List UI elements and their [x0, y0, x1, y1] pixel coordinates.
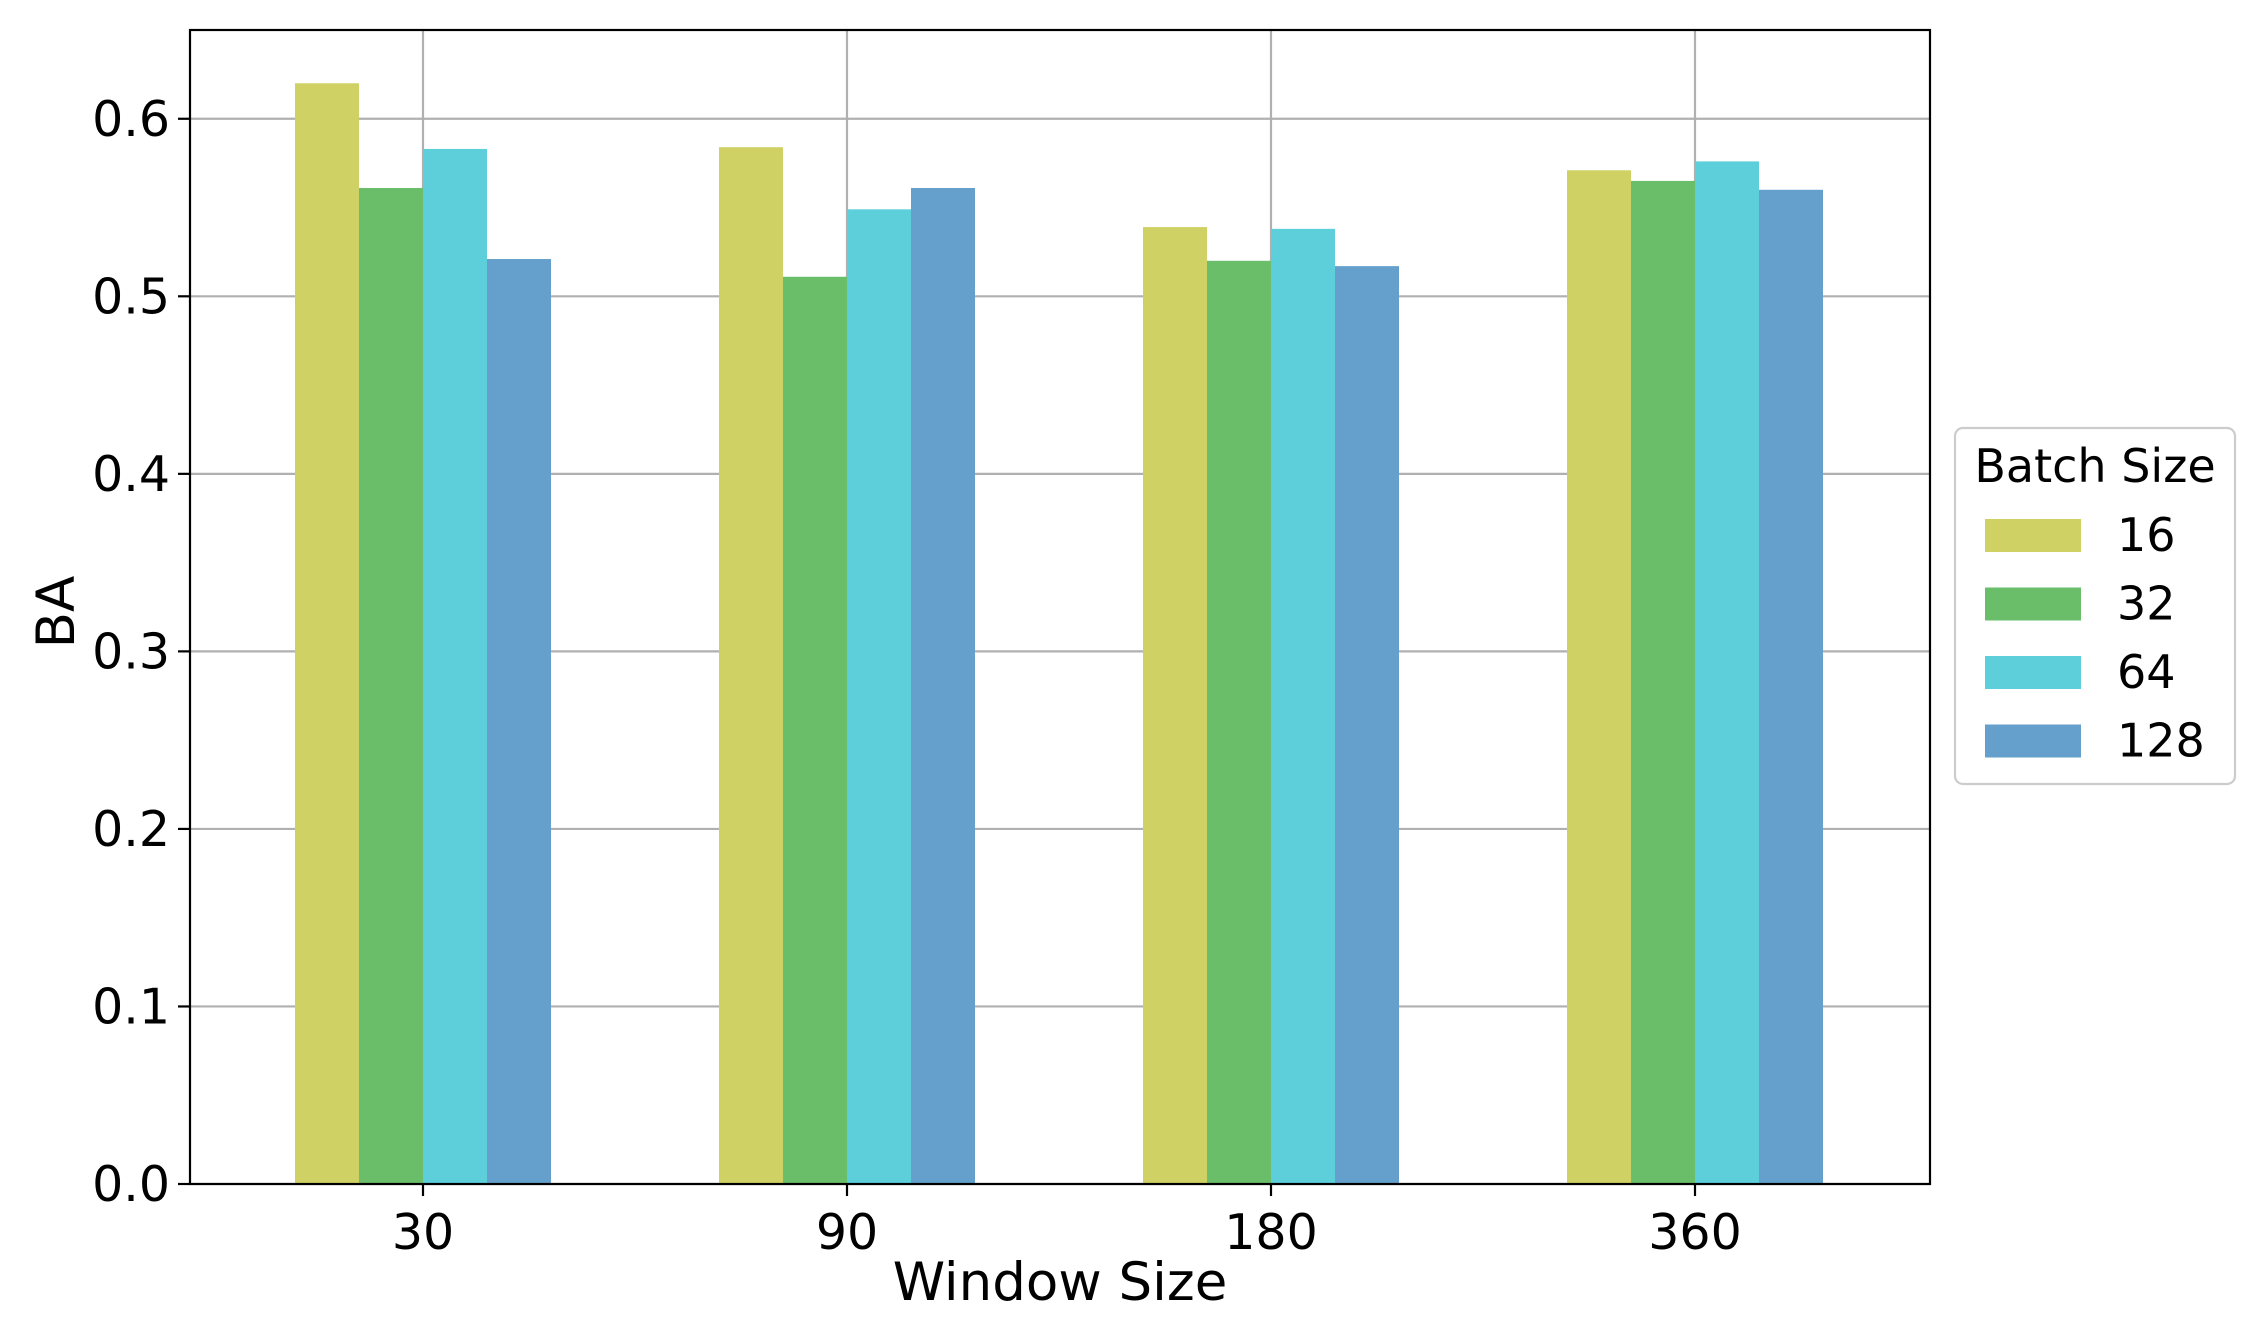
legend-entries: 16 32 64 128: [1985, 508, 2205, 768]
x-tick-label: 180: [1224, 1204, 1318, 1261]
y-tick-label: 0.6: [92, 91, 170, 148]
y-tick-label: 0.4: [92, 446, 170, 503]
legend-box: [1953, 426, 2237, 786]
legend: Batch Size 16 32 64 128: [1953, 426, 2237, 786]
bar-layer: [295, 83, 1823, 1185]
y-tick-label: 0.2: [92, 801, 170, 858]
x-axis-label: Window Size: [893, 1252, 1228, 1313]
legend-swatch-128: [1985, 724, 2081, 758]
y-tick-label: 0.0: [92, 1156, 170, 1213]
bar-16-360: [1567, 170, 1631, 1185]
bar-64-360: [1695, 161, 1759, 1184]
legend-title: Batch Size: [1974, 439, 2215, 493]
legend-swatch-32: [1985, 587, 2081, 621]
bar-16-30: [295, 83, 359, 1185]
bar-32-180: [1207, 260, 1271, 1184]
bar-32-360: [1631, 180, 1695, 1184]
bar-32-30: [359, 188, 423, 1185]
legend-swatch-64: [1985, 656, 2081, 689]
x-tick-label: 30: [392, 1204, 454, 1261]
tick-layer: 0.0 0.1 0.2 0.3 0.4 0.5 0.6 30 90 180 360: [92, 91, 1742, 1261]
legend-label-128: 128: [2117, 714, 2205, 768]
y-tick-label: 0.3: [92, 623, 170, 680]
bar-16-90: [719, 147, 783, 1184]
bar-64-90: [847, 209, 911, 1184]
y-tick-label: 0.5: [92, 268, 170, 325]
bar-64-180: [1271, 228, 1335, 1184]
bar-128-30: [487, 259, 551, 1184]
x-tick-label: 90: [816, 1204, 878, 1261]
plot-frame: [188, 28, 1932, 1186]
bar-128-90: [911, 188, 975, 1185]
bar-128-360: [1759, 189, 1823, 1185]
legend-label-16: 16: [2117, 508, 2176, 562]
bar-32-90: [783, 276, 847, 1185]
legend-swatch-16: [1985, 519, 2081, 552]
y-tick-label: 0.1: [92, 978, 170, 1035]
x-tick-label: 360: [1648, 1204, 1742, 1261]
y-axis-label: BA: [26, 576, 87, 649]
legend-label-64: 64: [2117, 645, 2176, 699]
bar-64-30: [423, 148, 487, 1184]
bar-16-180: [1143, 227, 1207, 1184]
bar-128-180: [1335, 266, 1399, 1184]
legend-label-32: 32: [2117, 577, 2176, 631]
